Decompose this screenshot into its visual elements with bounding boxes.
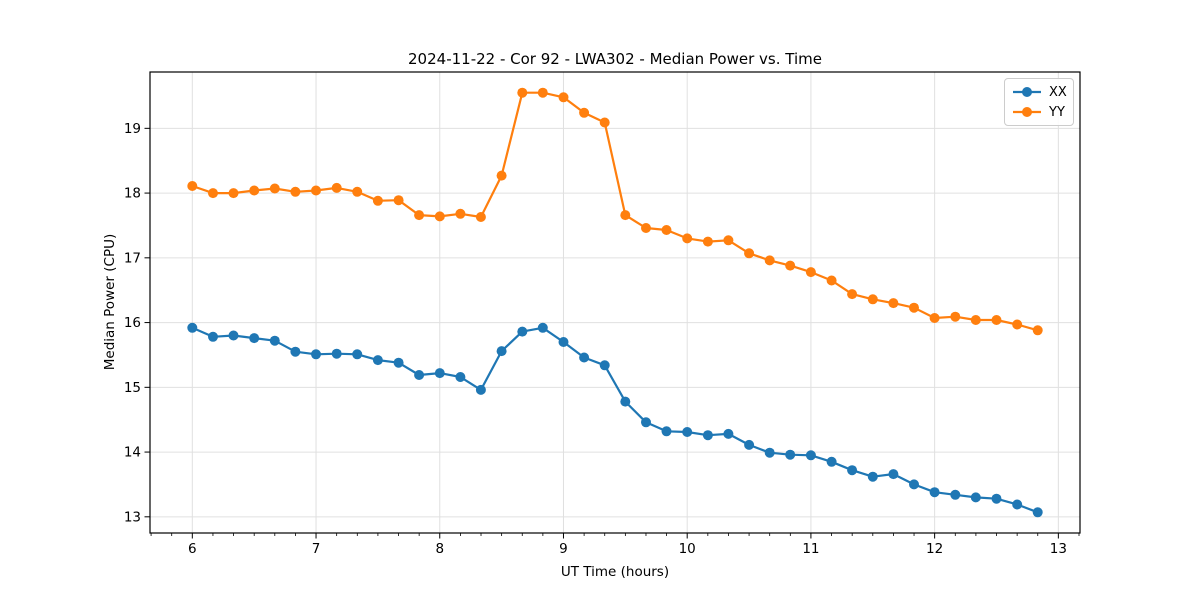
series-yy <box>187 87 1043 336</box>
x-tick-label: 10 <box>679 541 696 557</box>
x-tick-label: 8 <box>435 541 444 557</box>
y-tick-label: 16 <box>124 315 141 331</box>
y-tick-label: 19 <box>124 121 141 137</box>
x-tick-label: 9 <box>559 541 568 557</box>
chart-title: 2024-11-22 - Cor 92 - LWA302 - Median Po… <box>408 50 822 68</box>
x-tick-label: 11 <box>802 541 819 557</box>
y-tick-label: 17 <box>124 250 141 266</box>
legend-label: YY <box>1049 104 1065 120</box>
legend-line-marker-icon <box>1013 107 1041 117</box>
y-tick-label: 18 <box>124 186 141 202</box>
x-tick-label: 6 <box>188 541 197 557</box>
x-axis-label: UT Time (hours) <box>560 564 670 580</box>
y-tick-label: 13 <box>124 509 141 525</box>
legend: XX YY <box>1004 78 1074 126</box>
series-xx <box>187 322 1043 518</box>
gridlines <box>150 72 1080 533</box>
legend-item-yy: YY <box>1012 103 1065 121</box>
tick-labels: 6 7 8 9 10 11 12 13 13 14 15 16 17 18 19 <box>124 121 1067 557</box>
y-axis-label: Median Power (CPU) <box>102 233 118 371</box>
y-tick-label: 14 <box>124 445 141 461</box>
legend-label: XX <box>1049 84 1067 100</box>
plot-frame <box>149 71 1081 534</box>
x-tick-label: 12 <box>926 541 943 557</box>
legend-item-xx: XX <box>1012 83 1067 101</box>
x-tick-label: 7 <box>312 541 321 557</box>
legend-line-marker-icon <box>1013 87 1041 97</box>
x-tick-label: 13 <box>1050 541 1067 557</box>
y-tick-label: 15 <box>124 380 141 396</box>
